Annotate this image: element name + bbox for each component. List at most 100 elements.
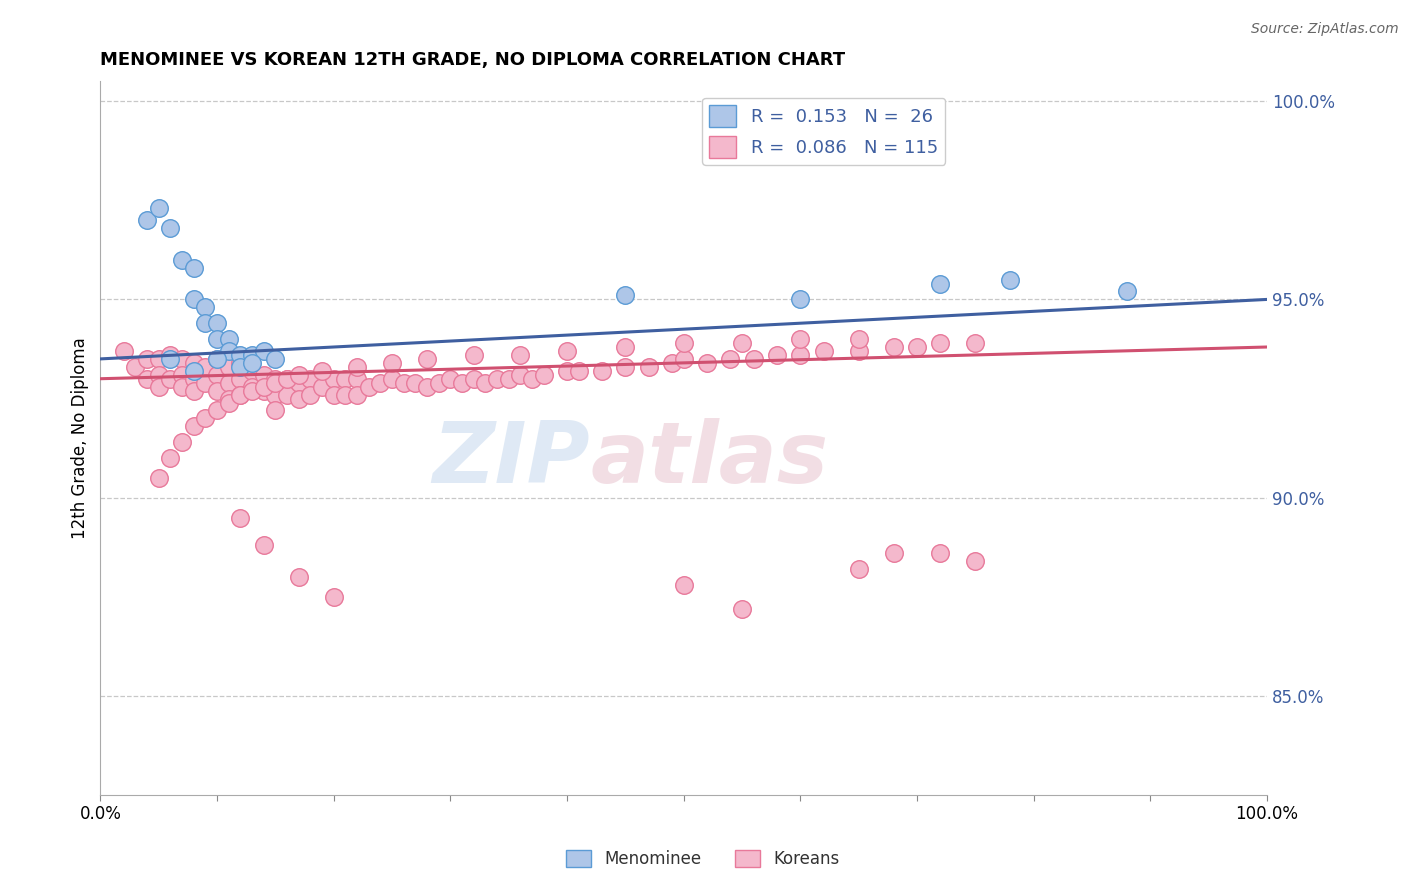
Point [264, 387, 287, 401]
Point [1000, 272, 1022, 286]
Point [742, 351, 765, 366]
Point [264, 376, 287, 390]
Y-axis label: 12th Grade, No Diploma: 12th Grade, No Diploma [72, 337, 89, 539]
Point [520, 372, 543, 386]
Point [287, 392, 309, 406]
Point [848, 562, 870, 576]
Point [159, 450, 181, 465]
Point [614, 340, 637, 354]
Point [789, 293, 811, 307]
Point [183, 419, 205, 434]
Point [672, 578, 695, 592]
Point [148, 201, 170, 215]
Point [965, 554, 987, 568]
Point [789, 348, 811, 362]
Point [929, 336, 952, 351]
Point [416, 379, 439, 393]
Point [229, 359, 252, 374]
Point [929, 277, 952, 291]
Point [591, 364, 613, 378]
Point [229, 372, 252, 386]
Point [112, 343, 135, 358]
Point [731, 601, 754, 615]
Point [1116, 285, 1139, 299]
Point [661, 356, 683, 370]
Point [392, 376, 415, 390]
Point [427, 376, 450, 390]
Point [287, 368, 309, 382]
Point [170, 379, 193, 393]
Point [463, 372, 485, 386]
Point [614, 359, 637, 374]
Point [322, 387, 344, 401]
Point [229, 387, 252, 401]
Point [696, 356, 718, 370]
Point [229, 348, 252, 362]
Point [672, 351, 695, 366]
Point [229, 356, 252, 370]
Point [194, 301, 217, 315]
Point [276, 387, 298, 401]
Point [614, 288, 637, 302]
Point [136, 351, 159, 366]
Point [346, 372, 368, 386]
Point [253, 384, 276, 398]
Point [789, 332, 811, 346]
Point [136, 213, 159, 227]
Point [159, 351, 181, 366]
Point [264, 351, 287, 366]
Point [718, 351, 741, 366]
Point [555, 343, 578, 358]
Point [240, 348, 263, 362]
Point [311, 379, 333, 393]
Point [568, 364, 591, 378]
Point [240, 379, 263, 393]
Point [170, 252, 193, 267]
Point [124, 359, 146, 374]
Point [485, 372, 508, 386]
Point [205, 316, 228, 330]
Point [183, 356, 205, 370]
Point [194, 359, 217, 374]
Point [451, 376, 474, 390]
Point [335, 387, 357, 401]
Point [218, 332, 240, 346]
Point [194, 316, 217, 330]
Point [276, 372, 298, 386]
Point [672, 336, 695, 351]
Point [240, 384, 263, 398]
Point [404, 376, 426, 390]
Point [148, 471, 170, 485]
Point [183, 260, 205, 275]
Point [287, 570, 309, 584]
Text: atlas: atlas [591, 418, 828, 501]
Point [253, 368, 276, 382]
Point [474, 376, 496, 390]
Point [148, 379, 170, 393]
Point [883, 546, 905, 560]
Point [218, 359, 240, 374]
Point [170, 435, 193, 450]
Point [335, 372, 357, 386]
Text: ZIP: ZIP [433, 418, 591, 501]
Point [276, 372, 298, 386]
Point [381, 356, 404, 370]
Point [183, 384, 205, 398]
Point [170, 368, 193, 382]
Point [159, 348, 181, 362]
Point [194, 411, 217, 425]
Point [253, 538, 276, 552]
Point [183, 364, 205, 378]
Point [229, 387, 252, 401]
Point [498, 372, 520, 386]
Text: MENOMINEE VS KOREAN 12TH GRADE, NO DIPLOMA CORRELATION CHART: MENOMINEE VS KOREAN 12TH GRADE, NO DIPLO… [100, 51, 845, 69]
Point [253, 379, 276, 393]
Point [159, 221, 181, 235]
Point [416, 351, 439, 366]
Point [322, 372, 344, 386]
Legend: R =  0.153   N =  26, R =  0.086   N = 115: R = 0.153 N = 26, R = 0.086 N = 115 [702, 97, 945, 165]
Point [253, 343, 276, 358]
Point [533, 368, 555, 382]
Text: Source: ZipAtlas.com: Source: ZipAtlas.com [1251, 22, 1399, 37]
Point [555, 364, 578, 378]
